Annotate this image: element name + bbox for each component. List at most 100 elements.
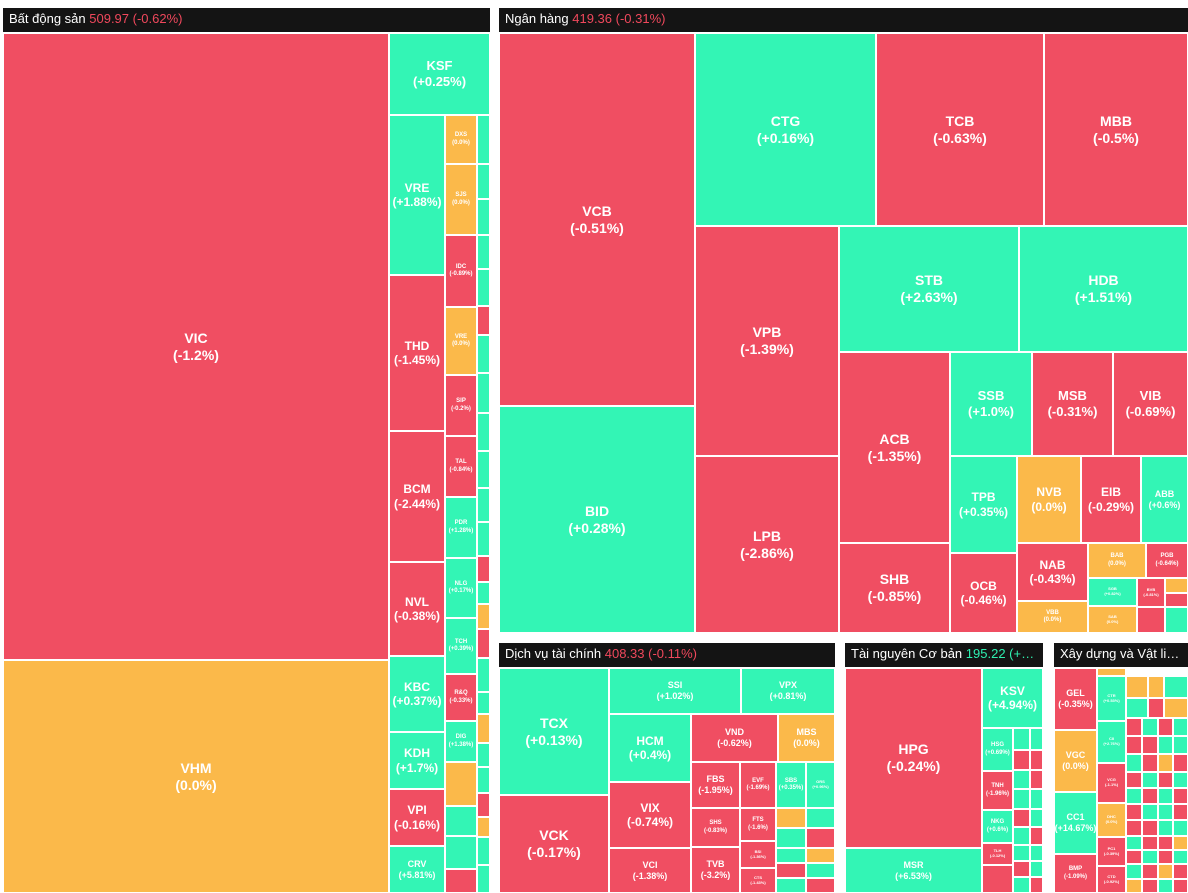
treemap-tile-hdb[interactable]: HDB (+1.51%) xyxy=(1019,226,1188,352)
treemap-tile-sjs[interactable]: SJS (0.0%) xyxy=(445,164,477,235)
treemap-tile-small[interactable] xyxy=(1142,772,1158,788)
treemap-tile-gel[interactable]: GEL (-0.35%) xyxy=(1054,668,1097,730)
treemap-tile-small[interactable] xyxy=(806,808,835,828)
treemap-tile-small[interactable] xyxy=(1173,820,1188,836)
treemap-tile-sgb[interactable]: SGB (+0.82%) xyxy=(1088,578,1137,606)
treemap-tile-small[interactable] xyxy=(1126,864,1142,879)
treemap-tile-ssb[interactable]: SSB (+1.0%) xyxy=(950,352,1032,456)
treemap-tile-small[interactable] xyxy=(1013,770,1030,789)
treemap-tile-small[interactable] xyxy=(477,115,490,164)
treemap-tile-small[interactable] xyxy=(1126,788,1142,804)
treemap-tile-small[interactable] xyxy=(477,335,490,373)
treemap-tile-small[interactable] xyxy=(776,808,806,828)
treemap-tile-tcx[interactable]: TCX (+0.13%) xyxy=(499,668,609,795)
treemap-tile-small[interactable] xyxy=(1013,750,1030,770)
treemap-tile-bsi[interactable]: BSI (-1.36%) xyxy=(740,841,776,868)
treemap-tile-tcb[interactable]: TCB (-0.63%) xyxy=(876,33,1044,226)
treemap-tile-vcb[interactable]: VCB (-0.51%) xyxy=(499,33,695,406)
treemap-tile-small[interactable] xyxy=(1164,676,1188,698)
treemap-tile-small[interactable] xyxy=(1142,850,1158,864)
treemap-tile-idc[interactable]: IDC (-0.89%) xyxy=(445,235,477,307)
sector-header-tai-nguyen-co-ban[interactable]: Tài nguyên Cơ bản 195.22 (+… xyxy=(845,643,1043,667)
sector-header-dich-vu-tai-chinh[interactable]: Dịch vụ tài chính 408.33 (-0.11%) xyxy=(499,643,835,667)
treemap-tile-small[interactable] xyxy=(806,863,835,878)
treemap-tile-small[interactable] xyxy=(477,451,490,488)
treemap-tile-kdh[interactable]: KDH (+1.7%) xyxy=(389,732,445,789)
treemap-tile-small[interactable] xyxy=(477,714,490,743)
sector-header-xay-dung-va-vat-li[interactable]: Xây dựng và Vật li… xyxy=(1054,643,1188,667)
treemap-tile-small[interactable] xyxy=(806,878,835,893)
sector-header-ngan-hang[interactable]: Ngân hàng 419.36 (-0.31%) xyxy=(499,8,1188,32)
treemap-tile-small[interactable] xyxy=(477,269,490,306)
treemap-tile-small[interactable] xyxy=(1165,593,1188,607)
treemap-tile-small[interactable] xyxy=(1142,879,1158,893)
treemap-tile-mbs[interactable]: MBS (0.0%) xyxy=(778,714,835,762)
treemap-tile-small[interactable] xyxy=(1030,750,1043,770)
treemap-tile-lpb[interactable]: LPB (-2.86%) xyxy=(695,456,839,633)
treemap-tile-small[interactable] xyxy=(1030,770,1043,789)
treemap-tile-small[interactable] xyxy=(1142,718,1158,736)
treemap-tile-vpx[interactable]: VPX (+0.81%) xyxy=(741,668,835,714)
treemap-tile-small[interactable] xyxy=(477,235,490,269)
treemap-tile-small[interactable] xyxy=(445,806,477,836)
treemap-tile-small[interactable] xyxy=(1158,879,1173,893)
treemap-tile-small[interactable] xyxy=(477,629,490,658)
treemap-tile-vre[interactable]: VRE (0.0%) xyxy=(445,307,477,375)
treemap-tile-dhc[interactable]: DHC (0.0%) xyxy=(1097,803,1126,837)
treemap-tile-small[interactable] xyxy=(477,604,490,629)
treemap-tile-sbs[interactable]: SBS (+0.35%) xyxy=(776,762,806,808)
treemap-tile-tpb[interactable]: TPB (+0.35%) xyxy=(950,456,1017,553)
treemap-tile-vbb[interactable]: VBB (0.0%) xyxy=(1017,601,1088,633)
treemap-tile-small[interactable] xyxy=(1158,736,1173,754)
treemap-tile-cts[interactable]: CTS (-1.43%) xyxy=(740,868,776,893)
treemap-tile-small[interactable] xyxy=(1142,788,1158,804)
treemap-tile-small[interactable] xyxy=(776,828,806,848)
treemap-tile-fts[interactable]: FTS (-1.6%) xyxy=(740,808,776,841)
treemap-tile-vci[interactable]: VCI (-1.38%) xyxy=(609,848,691,893)
treemap-tile-small[interactable] xyxy=(1173,718,1188,736)
treemap-tile-vnd[interactable]: VND (-0.62%) xyxy=(691,714,778,762)
treemap-tile-bcm[interactable]: BCM (-2.44%) xyxy=(389,431,445,562)
treemap-tile-nlg[interactable]: NLG (+0.17%) xyxy=(445,558,477,618)
treemap-tile-small[interactable] xyxy=(477,556,490,582)
treemap-tile-small[interactable] xyxy=(1030,789,1043,809)
treemap-tile-ksv[interactable]: KSV (+4.94%) xyxy=(982,668,1043,728)
treemap-tile-shs[interactable]: SHS (-0.83%) xyxy=(691,808,740,847)
treemap-tile-ocb[interactable]: OCB (-0.46%) xyxy=(950,553,1017,633)
treemap-tile-small[interactable] xyxy=(1126,698,1148,718)
treemap-tile-small[interactable] xyxy=(1173,788,1188,804)
treemap-tile-hpg[interactable]: HPG (-0.24%) xyxy=(845,668,982,848)
treemap-tile-small[interactable] xyxy=(1164,698,1188,718)
treemap-tile-kbc[interactable]: KBC (+0.37%) xyxy=(389,656,445,732)
treemap-tile-small[interactable] xyxy=(776,878,806,893)
treemap-tile-pc1[interactable]: PC1 (-0.39%) xyxy=(1097,837,1126,866)
treemap-tile-small[interactable] xyxy=(1158,804,1173,820)
treemap-tile-small[interactable] xyxy=(1158,836,1173,850)
treemap-tile-small[interactable] xyxy=(1013,827,1030,845)
treemap-tile-small[interactable] xyxy=(477,692,490,714)
treemap-tile-msr[interactable]: MSR (+6.53%) xyxy=(845,848,982,893)
treemap-tile-cii[interactable]: CII (+2.76%) xyxy=(1097,721,1126,763)
treemap-tile-small[interactable] xyxy=(477,865,490,893)
treemap-tile-small[interactable] xyxy=(445,762,477,806)
sector-header-bat-dong-san[interactable]: Bất động sản 509.97 (-0.62%) xyxy=(3,8,490,32)
treemap-tile-tch[interactable]: TCH (+0.39%) xyxy=(445,618,477,674)
treemap-tile-ctr[interactable]: CTR (+0.53%) xyxy=(1097,676,1126,721)
treemap-tile-small[interactable] xyxy=(1142,736,1158,754)
treemap-tile-hsg[interactable]: HSG (+0.69%) xyxy=(982,728,1013,771)
treemap-tile-vgc[interactable]: VGC (0.0%) xyxy=(1054,730,1097,792)
treemap-tile-small[interactable] xyxy=(477,658,490,692)
treemap-tile-small[interactable] xyxy=(1097,668,1126,676)
treemap-tile-small[interactable] xyxy=(1142,836,1158,850)
treemap-tile-small[interactable] xyxy=(1126,879,1142,893)
treemap-tile-small[interactable] xyxy=(1126,736,1142,754)
treemap-tile-ors[interactable]: ORS (+0.96%) xyxy=(806,762,835,808)
treemap-tile-pgb[interactable]: PGB (-0.64%) xyxy=(1146,543,1188,578)
treemap-tile-small[interactable] xyxy=(1013,877,1030,893)
treemap-tile-small[interactable] xyxy=(1030,827,1043,845)
treemap-tile-small[interactable] xyxy=(1030,728,1043,750)
treemap-tile-small[interactable] xyxy=(1142,820,1158,836)
treemap-tile-small[interactable] xyxy=(477,164,490,199)
treemap-tile-small[interactable] xyxy=(1173,850,1188,864)
treemap-tile-dxs[interactable]: DXS (0.0%) xyxy=(445,115,477,164)
